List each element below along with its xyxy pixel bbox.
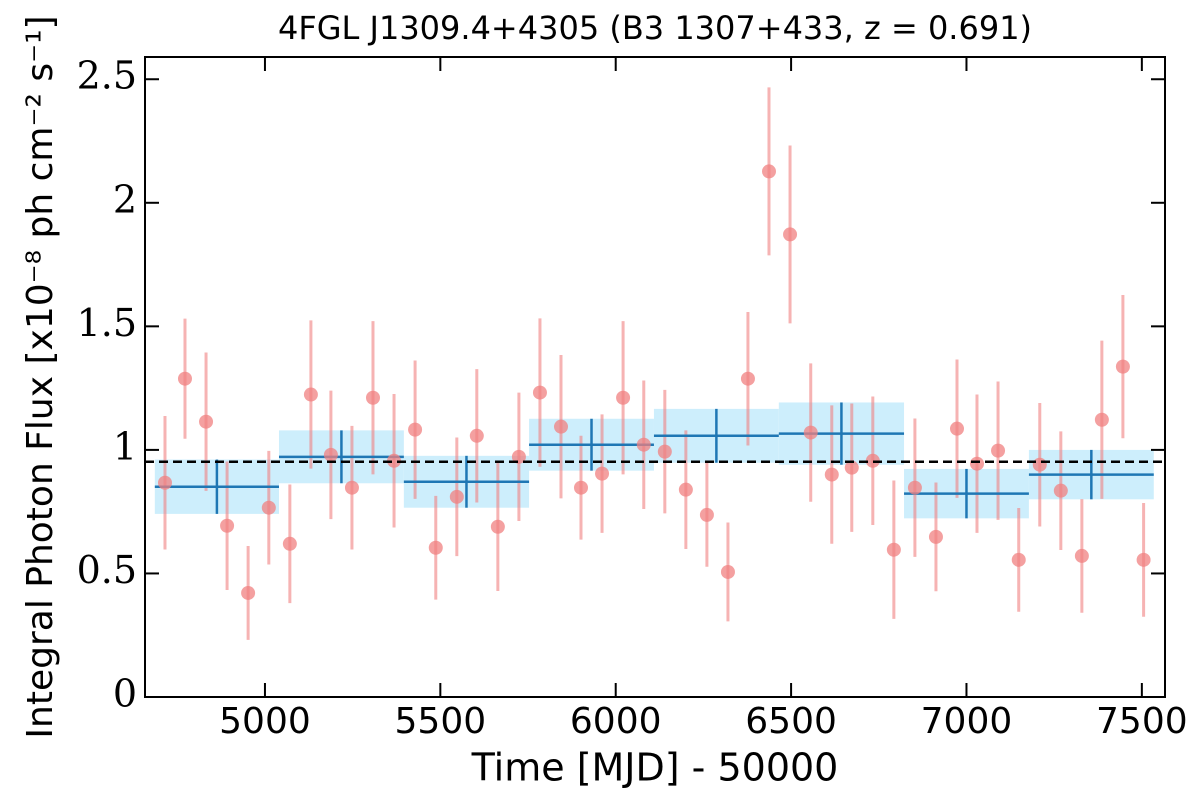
- plot-frame: [144, 56, 1166, 698]
- chart-title: 4FGL J1309.4+4305 (B3 1307+433, z = 0.69…: [278, 9, 1032, 47]
- point: [1011, 552, 1026, 567]
- point: [323, 447, 338, 462]
- y-tick-label: 1: [113, 424, 137, 468]
- point: [303, 387, 318, 402]
- point: [408, 422, 423, 437]
- point: [449, 489, 464, 504]
- y-axis-label: Integral Photon Flux [x10⁻⁸ ph cm⁻² s⁻¹]: [20, 15, 61, 738]
- y-tick-label: 0.5: [77, 548, 137, 592]
- y-tick-label: 2.5: [77, 54, 137, 98]
- point: [803, 425, 818, 440]
- point: [177, 371, 192, 386]
- point: [387, 453, 402, 468]
- point: [740, 371, 755, 386]
- point: [844, 460, 859, 475]
- point: [241, 585, 256, 600]
- point: [282, 536, 297, 551]
- x-tick-label: 6500: [745, 701, 837, 742]
- point: [761, 164, 776, 179]
- point: [553, 419, 568, 434]
- point: [678, 482, 693, 497]
- point: [699, 507, 714, 522]
- point: [1115, 359, 1130, 374]
- point: [824, 467, 839, 482]
- point: [573, 480, 588, 495]
- point: [991, 443, 1006, 458]
- point: [365, 390, 380, 405]
- x-tick-label: 7000: [921, 701, 1013, 742]
- point: [220, 518, 235, 533]
- point: [616, 390, 631, 405]
- y-tick-label: 0: [113, 672, 137, 716]
- point: [886, 542, 901, 557]
- x-axis-label: Time [MJD] - 50000: [471, 746, 839, 790]
- x-tick-label: 5000: [219, 701, 311, 742]
- point: [720, 564, 735, 579]
- point: [950, 421, 965, 436]
- point: [1094, 412, 1109, 427]
- x-tick-label: 5500: [395, 701, 487, 742]
- point: [1032, 457, 1047, 472]
- point: [511, 449, 526, 464]
- x-tick-label: 7500: [1096, 701, 1188, 742]
- point: [928, 529, 943, 544]
- x-tick-label: 6000: [570, 701, 662, 742]
- point: [636, 437, 651, 452]
- point: [595, 466, 610, 481]
- point: [1136, 552, 1151, 567]
- point: [532, 385, 547, 400]
- point: [428, 540, 443, 555]
- point: [199, 414, 214, 429]
- point: [865, 453, 880, 468]
- point: [657, 444, 672, 459]
- point: [783, 227, 798, 242]
- point: [969, 456, 984, 471]
- point: [261, 500, 276, 515]
- point: [1074, 548, 1089, 563]
- y-tick-label: 1.5: [77, 301, 137, 345]
- y-tick-label: 2: [113, 177, 137, 221]
- point: [1053, 483, 1068, 498]
- point: [469, 428, 484, 443]
- point: [490, 519, 505, 534]
- point: [157, 475, 172, 490]
- point: [907, 480, 922, 495]
- point: [344, 480, 359, 495]
